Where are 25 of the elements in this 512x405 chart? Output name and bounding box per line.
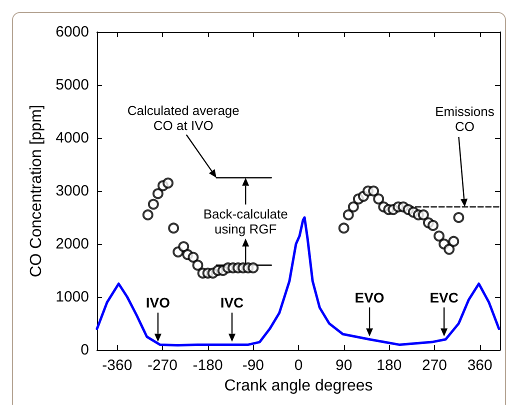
y-axis-title: CO Concentration [ppm] (28, 104, 46, 278)
x-tick-label: -360 (102, 357, 132, 374)
x-tick-label: 90 (335, 357, 352, 374)
annotation: Calculated average CO at IVO (127, 102, 240, 133)
x-tick-label: -270 (147, 357, 178, 374)
annotation: EVC (430, 289, 458, 306)
x-axis-title: Crank angle degrees (224, 377, 373, 394)
y-tick-label: 2000 (56, 236, 89, 252)
x-tick-label: -90 (242, 357, 264, 374)
annotation: IVC (220, 294, 244, 311)
annotation: Emissions CO (435, 104, 495, 134)
y-tick-label: 5000 (56, 76, 89, 94)
y-tick-label: 3000 (56, 182, 89, 200)
x-tick-label: 270 (422, 357, 448, 374)
x-tick-label: 180 (376, 357, 402, 374)
y-tick-label: 0 (80, 342, 89, 358)
y-tick-label: 6000 (56, 24, 89, 40)
annotation: IVO (146, 294, 170, 311)
annotation: Back-calculate using RGF (203, 206, 288, 236)
x-tick-label: 360 (467, 357, 492, 374)
y-tick-label: 4000 (56, 130, 89, 146)
annotation: EVO (354, 289, 384, 306)
y-tick-label: 1000 (56, 288, 89, 306)
x-tick-label: -180 (192, 357, 223, 374)
x-tick-label: 0 (294, 357, 303, 374)
